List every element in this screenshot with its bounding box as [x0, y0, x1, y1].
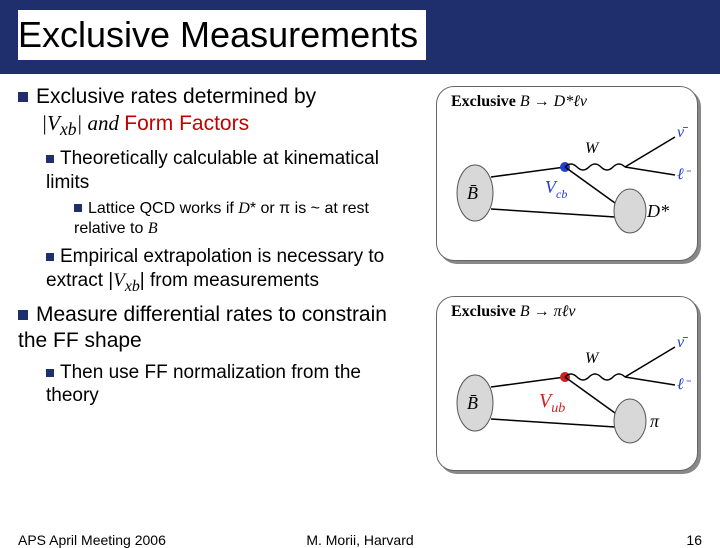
bullet-level2: Theoretically calculable at kinematical … [46, 147, 418, 195]
svg-text:ν̄: ν̄ [677, 334, 688, 351]
svg-text:ℓ⁻: ℓ⁻ [677, 166, 691, 183]
bullet-icon [46, 369, 54, 377]
diagram-title: Exclusive B → πℓν [451, 303, 575, 321]
svg-text:D*: D* [646, 201, 669, 221]
text: | from measurements [140, 270, 319, 291]
text: Theoretically calculable at kinematical … [46, 148, 379, 193]
text: Vxb [113, 270, 140, 291]
footer-center: M. Morii, Harvard [0, 532, 720, 548]
bullet-level2: Then use FF normalization from the theor… [46, 361, 418, 409]
text: Measure differential rates to constrain … [18, 303, 387, 352]
feynman-diagram-bottom: B̄ Vub W ν̄ ℓ⁻ π [445, 327, 691, 467]
text: Lattice QCD works if [88, 200, 238, 217]
bullet-level1: Measure differential rates to constrain … [18, 302, 418, 355]
bullet-level2: Empirical extrapolation is necessary to … [46, 245, 418, 296]
bullet-icon [46, 155, 54, 163]
svg-text:ℓ⁻: ℓ⁻ [677, 376, 691, 393]
bullet-level1: Exclusive rates determined by |Vxb| and … [18, 84, 418, 141]
bullet-content: Exclusive rates determined by |Vxb| and … [18, 84, 418, 412]
text: Exclusive rates determined by [36, 85, 316, 108]
text: Then use FF normalization from the theor… [46, 362, 361, 407]
diagram-title: Exclusive B → D*ℓν [451, 93, 587, 111]
footer-right: 16 [686, 532, 702, 548]
bullet-icon [46, 253, 54, 261]
text: |Vxb| and [41, 111, 124, 135]
bullet-icon [18, 92, 28, 102]
page-title: Exclusive Measurements [18, 10, 426, 60]
form-factors-text: Form Factors [124, 112, 249, 135]
bullet-icon [74, 204, 82, 212]
svg-text:W: W [585, 350, 600, 367]
bullet-icon [18, 310, 28, 320]
svg-text:π: π [650, 411, 660, 431]
bullet-level3: Lattice QCD works if D* or π is ~ at res… [74, 199, 418, 239]
text: B [148, 220, 158, 237]
svg-text:Vub: Vub [539, 390, 565, 416]
diagram-box-dstar: Exclusive B → D*ℓν B̄ Vcb W ν̄ ℓ⁻ D* [436, 86, 698, 261]
svg-text:W: W [585, 140, 600, 157]
svg-text:B̄: B̄ [467, 183, 478, 203]
svg-text:B̄: B̄ [467, 393, 478, 413]
svg-text:ν̄: ν̄ [677, 124, 688, 141]
text: D [238, 200, 250, 217]
svg-text:Vcb: Vcb [545, 177, 567, 201]
diagram-box-pi: Exclusive B → πℓν B̄ Vub W ν̄ ℓ⁻ π [436, 296, 698, 471]
feynman-diagram-top: B̄ Vcb W ν̄ ℓ⁻ D* [445, 117, 691, 257]
